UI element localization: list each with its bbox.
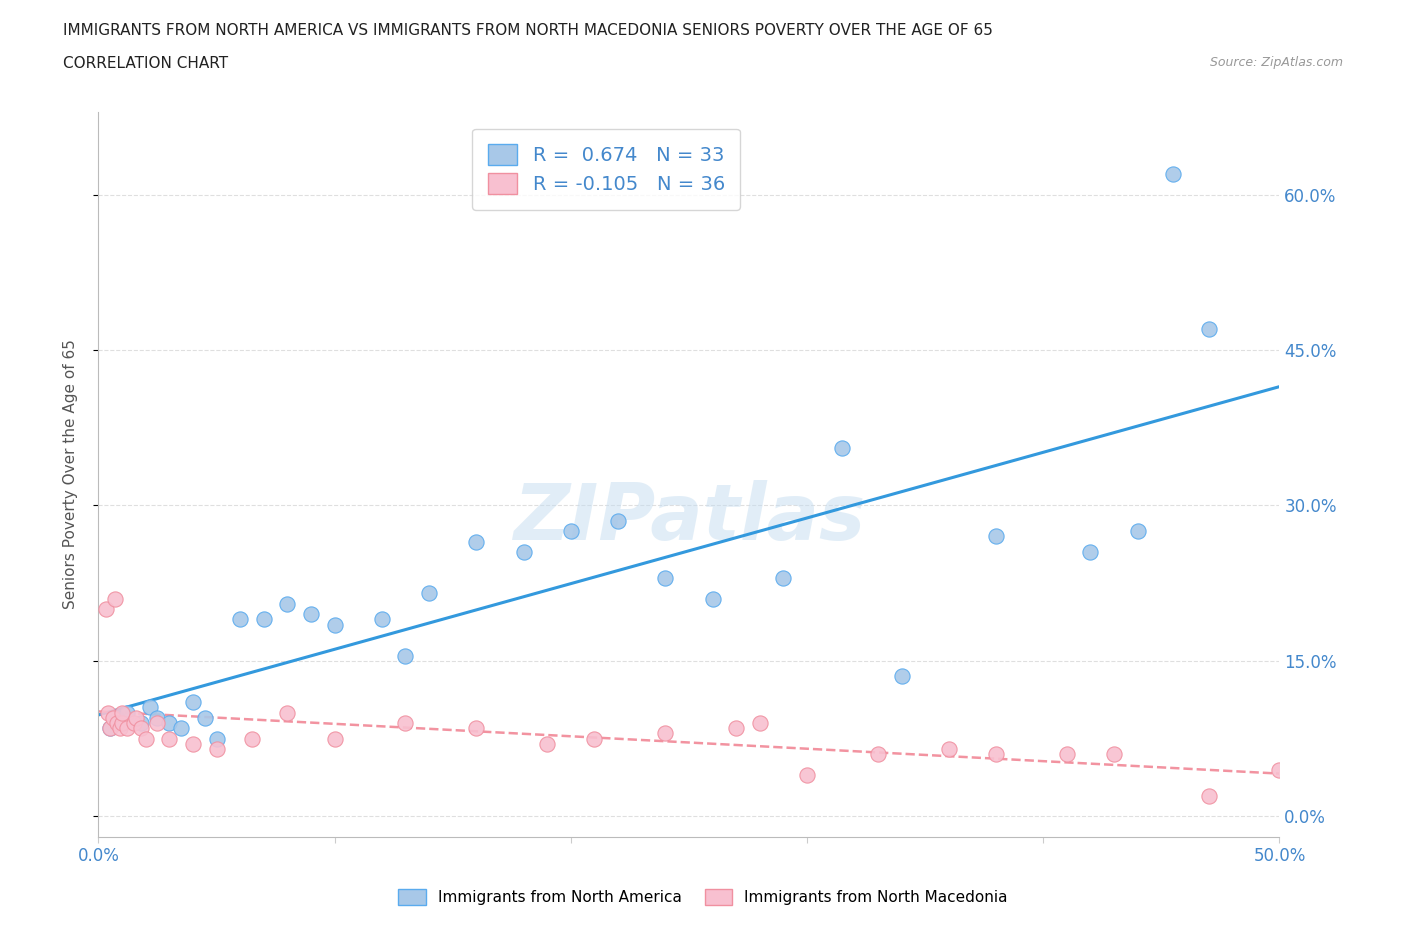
Point [146, 715, 169, 730]
Point [654, 726, 676, 741]
Point [512, 545, 534, 560]
Point [725, 721, 748, 736]
Point [1102, 747, 1125, 762]
Point [1198, 788, 1220, 803]
Point [129, 715, 152, 730]
Point [181, 695, 204, 710]
Point [115, 705, 138, 720]
Point [181, 737, 204, 751]
Text: CORRELATION CHART: CORRELATION CHART [63, 56, 228, 71]
Point [108, 721, 131, 736]
Point [253, 612, 276, 627]
Text: ZIPatlas: ZIPatlas [513, 480, 865, 556]
Point [371, 612, 394, 627]
Point [1080, 545, 1102, 560]
Point [984, 529, 1007, 544]
Text: Source: ZipAtlas.com: Source: ZipAtlas.com [1209, 56, 1343, 69]
Point [276, 596, 298, 611]
Point [139, 700, 162, 715]
Point [170, 721, 193, 736]
Point [654, 570, 676, 585]
Point [323, 618, 346, 632]
Point [323, 731, 346, 746]
Text: IMMIGRANTS FROM NORTH AMERICA VS IMMIGRANTS FROM NORTH MACEDONIA SENIORS POVERTY: IMMIGRANTS FROM NORTH AMERICA VS IMMIGRA… [63, 23, 993, 38]
Point [105, 715, 128, 730]
Point [890, 669, 912, 684]
Point [229, 612, 252, 627]
Point [135, 731, 157, 746]
Point [205, 731, 228, 746]
Point [748, 715, 770, 730]
Point [157, 731, 180, 746]
Point [157, 715, 180, 730]
Point [536, 737, 558, 751]
Point [465, 721, 488, 736]
Y-axis label: Seniors Poverty Over the Age of 65: Seniors Poverty Over the Age of 65 [63, 339, 77, 609]
Point [1268, 763, 1291, 777]
Point [122, 715, 145, 730]
Point [866, 747, 889, 762]
Point [1161, 166, 1184, 181]
Legend: Immigrants from North America, Immigrants from North Macedonia: Immigrants from North America, Immigrant… [391, 882, 1015, 913]
Point [125, 711, 148, 725]
Point [205, 741, 228, 756]
Point [105, 711, 128, 725]
Point [938, 741, 960, 756]
Point [98, 721, 121, 736]
Point [560, 524, 582, 538]
Point [418, 586, 440, 601]
Point [607, 513, 630, 528]
Point [146, 711, 169, 725]
Point [115, 721, 138, 736]
Point [984, 747, 1007, 762]
Point [94, 602, 117, 617]
Point [299, 606, 322, 621]
Point [702, 591, 724, 606]
Point [772, 570, 794, 585]
Point [1198, 322, 1220, 337]
Point [194, 711, 217, 725]
Point [98, 721, 121, 736]
Point [1126, 524, 1149, 538]
Point [97, 705, 120, 720]
Point [101, 711, 124, 725]
Point [394, 648, 416, 663]
Point [1056, 747, 1078, 762]
Point [394, 715, 416, 730]
Point [796, 767, 818, 782]
Point [129, 721, 152, 736]
Point [465, 534, 488, 549]
Point [583, 731, 606, 746]
Point [111, 715, 134, 730]
Legend: R =  0.674   N = 33, R = -0.105   N = 36: R = 0.674 N = 33, R = -0.105 N = 36 [472, 128, 741, 210]
Point [104, 591, 127, 606]
Point [276, 705, 298, 720]
Point [240, 731, 263, 746]
Point [111, 705, 134, 720]
Point [831, 441, 853, 456]
